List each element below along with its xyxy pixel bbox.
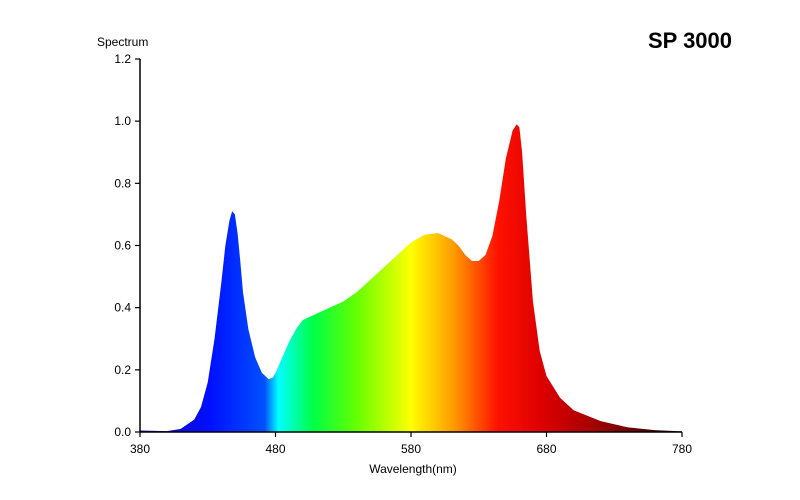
x-tick-label: 380 bbox=[130, 442, 150, 456]
y-tick-label: 1.0 bbox=[114, 114, 131, 128]
y-tick-label: 1.2 bbox=[114, 52, 131, 66]
y-tick-label: 0.8 bbox=[114, 176, 131, 190]
y-tick-label: 0.4 bbox=[114, 301, 131, 315]
y-tick-label: 0.6 bbox=[114, 239, 131, 253]
x-tick-label: 480 bbox=[265, 442, 285, 456]
y-tick-label: 0.0 bbox=[114, 425, 131, 439]
spectrum-area bbox=[140, 124, 682, 433]
x-tick-label: 580 bbox=[401, 442, 421, 456]
y-tick-label: 0.2 bbox=[114, 363, 131, 377]
chart-title: SP 3000 bbox=[648, 28, 733, 53]
x-axis-label-wrap: Wavelength(nm) bbox=[0, 462, 800, 476]
x-tick-label: 680 bbox=[536, 442, 556, 456]
x-tick-label: 780 bbox=[672, 442, 692, 456]
y-axis-label: Spectrum bbox=[97, 35, 149, 49]
x-axis-label: Wavelength(nm) bbox=[369, 462, 457, 476]
